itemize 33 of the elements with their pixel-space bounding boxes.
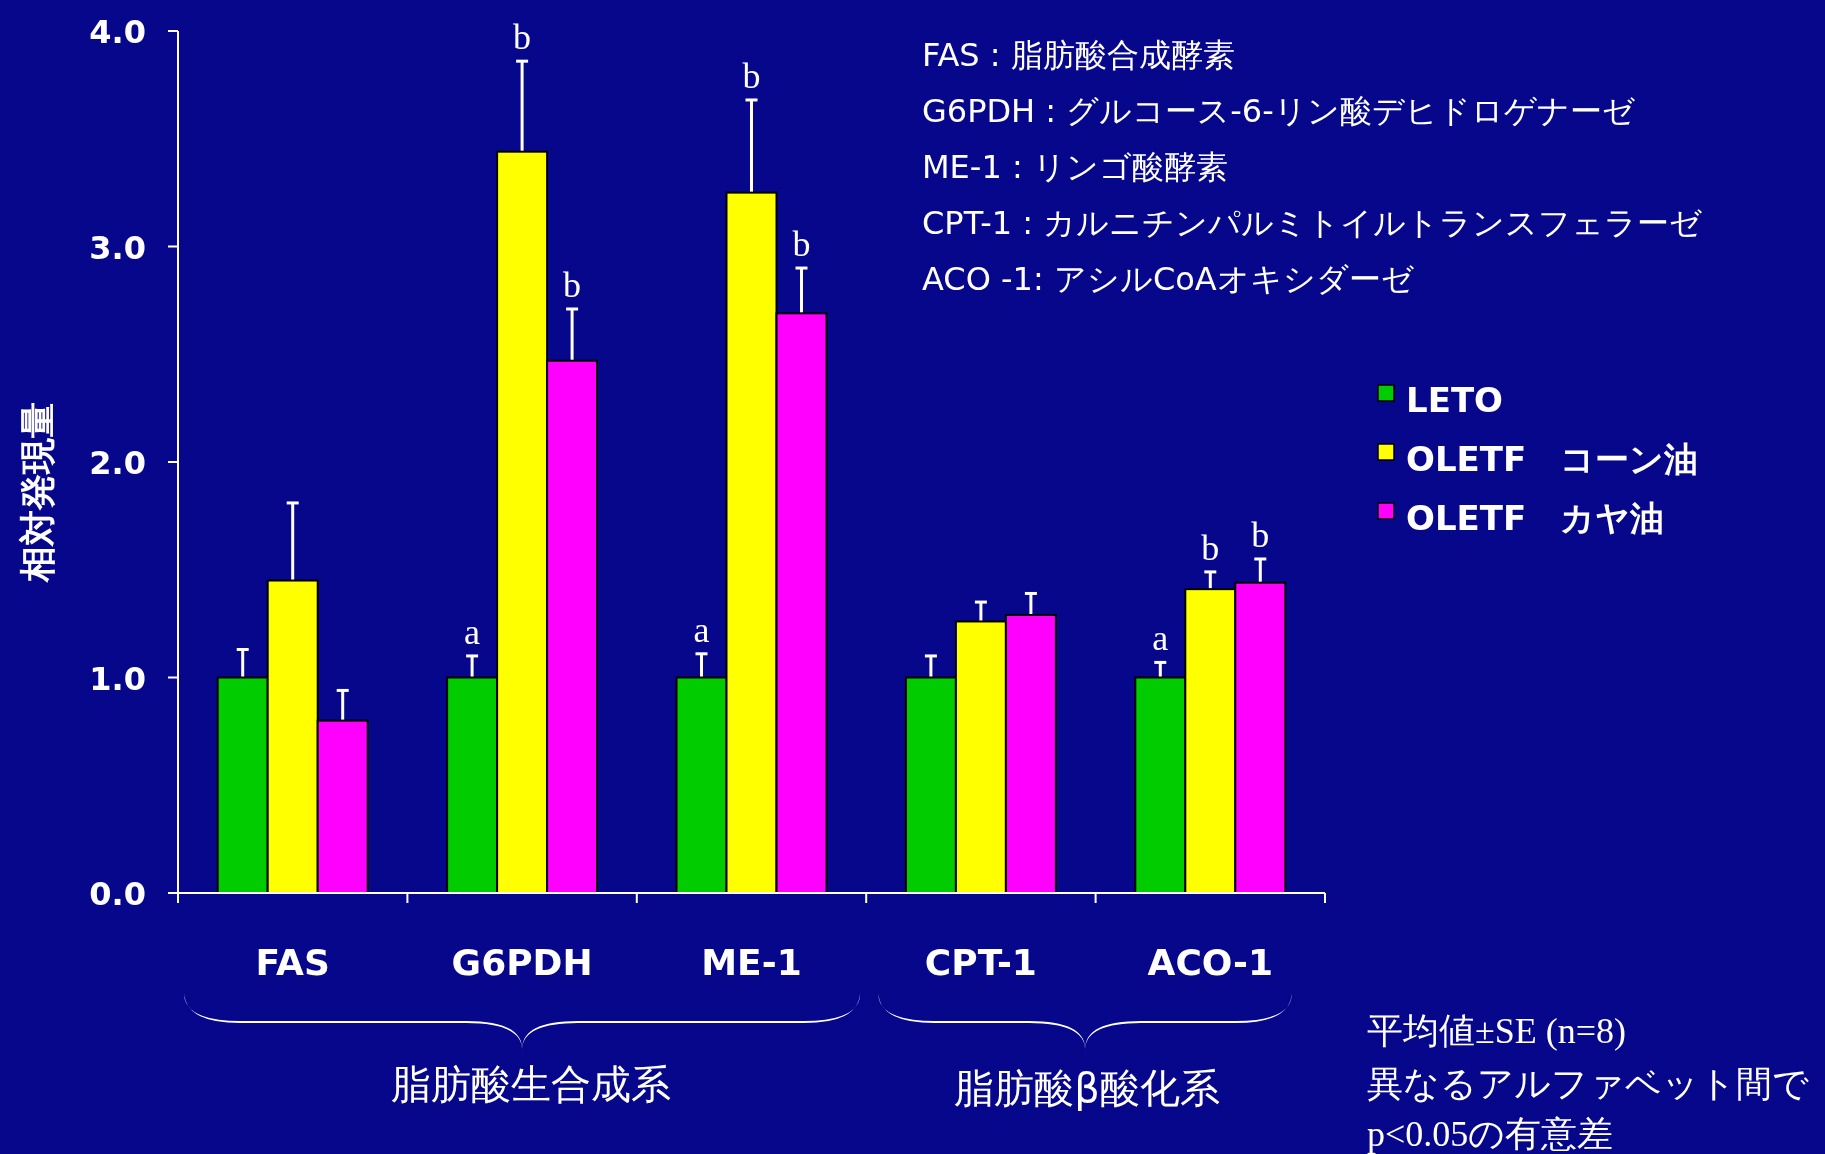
y-tick-label: 2.0 [89, 444, 146, 482]
annotation: ACO -1: アシルCoAオキシダーゼ [922, 260, 1414, 298]
x-tick-label: ME-1 [701, 942, 802, 983]
x-tick-label: ACO-1 [1147, 942, 1274, 983]
annotation: a [1152, 618, 1169, 659]
y-tick-label: 3.0 [89, 228, 146, 267]
legend-label: OLETF コーン油 [1406, 439, 1699, 479]
annotation: FAS : 脂肪酸合成酵素 [922, 36, 1235, 74]
y-tick-label: 1.0 [89, 659, 146, 698]
text: 平均値±SE (n=8) [1367, 1011, 1627, 1051]
annotation: b [742, 55, 761, 96]
legend-label: OLETF カヤ油 [1406, 498, 1665, 538]
annotation: a [693, 609, 710, 650]
y-axis-title: 相対発現量 [17, 402, 58, 583]
annotation: b [1251, 514, 1270, 555]
text: 脂肪酸生合成系 [391, 1061, 671, 1107]
y-tick-label: 4.0 [89, 13, 146, 51]
x-tick-label: FAS [255, 942, 330, 983]
text: 異なるアルファベット間で [1367, 1064, 1809, 1104]
annotation: b [563, 264, 582, 305]
annotation: b [1201, 527, 1220, 568]
x-tick-label: CPT-1 [924, 942, 1037, 983]
annotation: G6PDH : グルコース-6-リン酸デヒドロゲナーゼ [922, 92, 1635, 130]
text: p<0.05の有意差 [1367, 1114, 1614, 1154]
annotation: b [513, 17, 532, 58]
annotation: ME-1 : リンゴ酸酵素 [922, 148, 1228, 186]
legend-label: LETO [1406, 380, 1503, 420]
y-tick-label: 0.0 [89, 875, 146, 913]
x-tick-label: G6PDH [451, 942, 593, 983]
annotation: CPT-1 : カルニチンパルミトイルトランスフェラーゼ [922, 204, 1703, 242]
text: 脂肪酸β酸化系 [954, 1065, 1220, 1111]
annotation: a [464, 611, 481, 652]
annotation: b [792, 224, 811, 265]
